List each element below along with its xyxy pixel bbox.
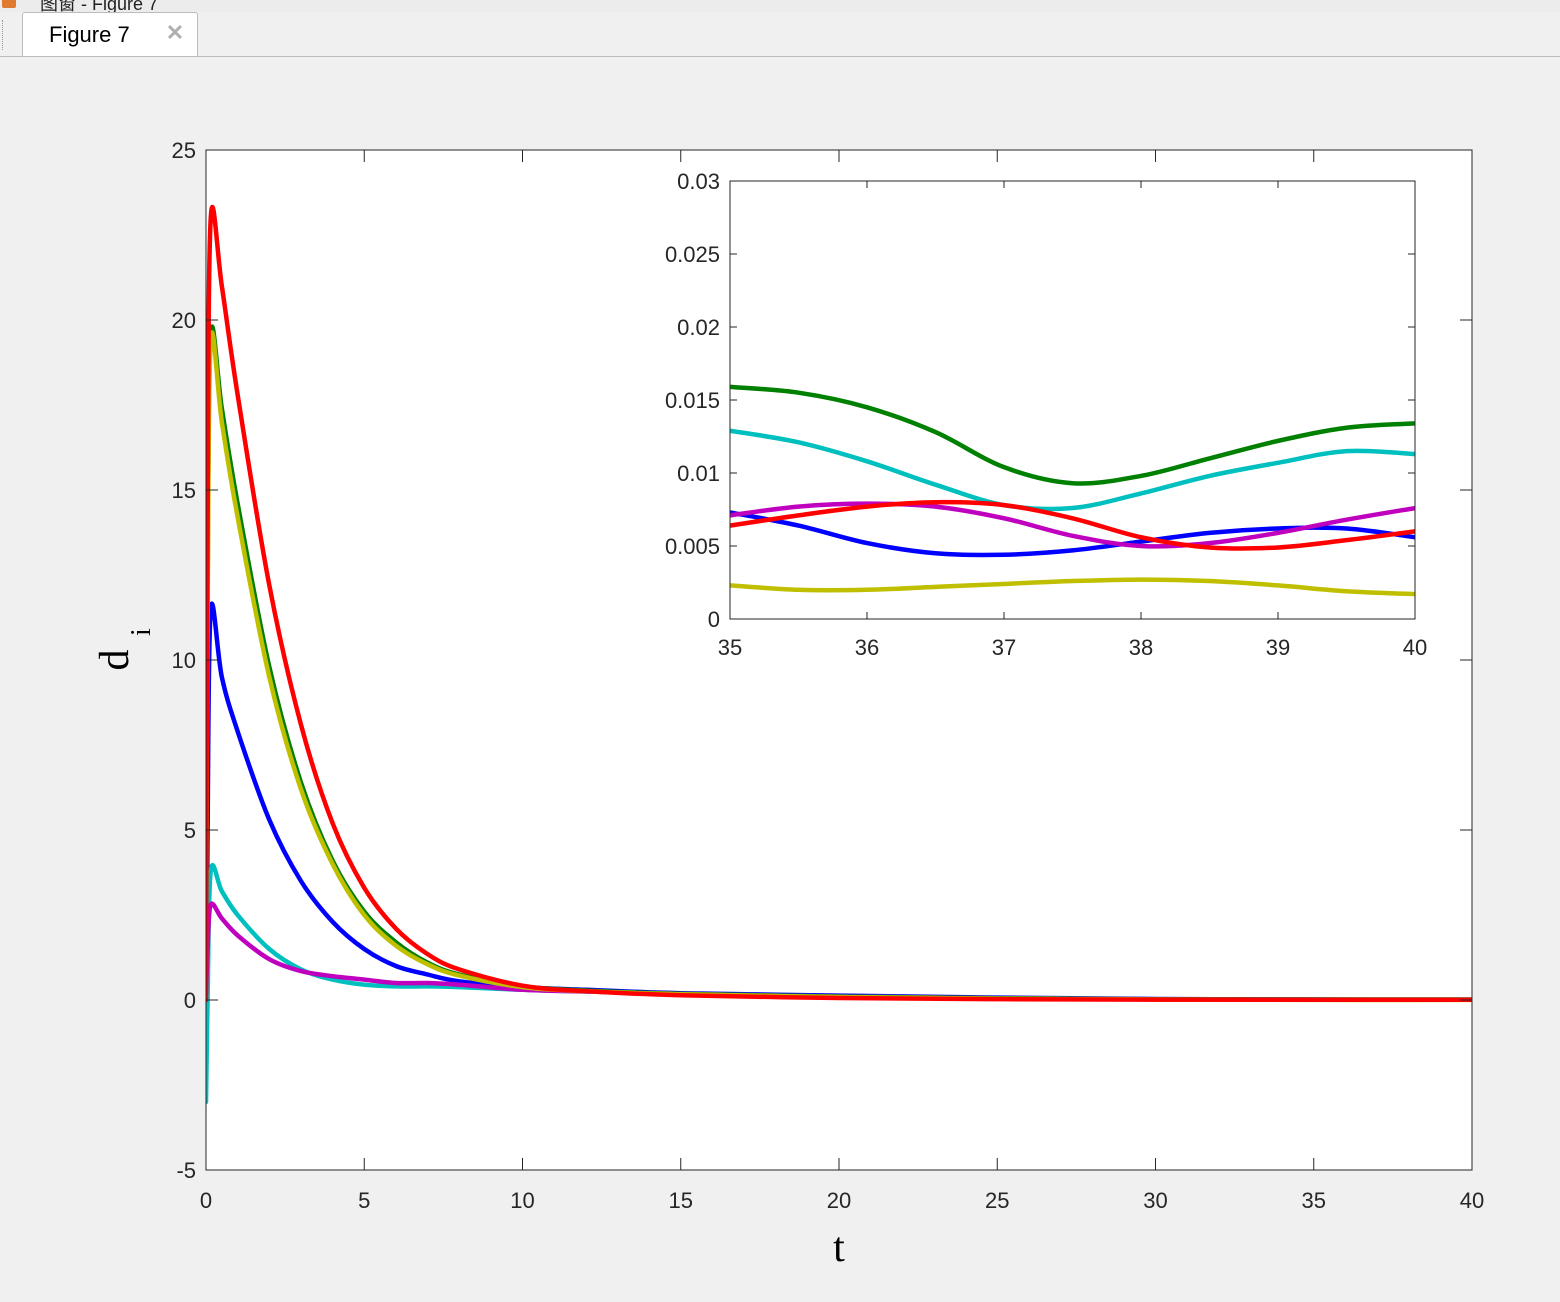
tab-figure-7[interactable]: Figure 7 ✕ [22,12,198,56]
y-tick-label: 20 [172,308,196,333]
figure-tabstrip: Figure 7 ✕ [0,12,1560,57]
close-icon[interactable]: ✕ [165,20,185,45]
x-tick-label: 36 [855,635,879,660]
y-axis-label: di [92,628,157,671]
x-axis-label: t [833,1225,845,1271]
series-group [730,384,1415,597]
y-tick-label: 0.02 [677,315,720,340]
x-tick-label: 0 [200,1188,212,1213]
x-tick-label: 5 [358,1188,370,1213]
y-tick-label: 0.025 [665,242,720,267]
y-tick-label: 0.01 [677,461,720,486]
series-line-3 [730,501,1415,549]
x-tick-label: 15 [669,1188,693,1213]
x-tick-label: 39 [1266,635,1290,660]
x-tick-label: 40 [1460,1188,1484,1213]
y-tick-label: 5 [184,818,196,843]
window-titlebar: 图窗 - Figure 7 [0,0,1560,12]
y-tick-label: 0.005 [665,534,720,559]
y-tick-label: 0 [184,988,196,1013]
x-tick-label: 37 [992,635,1016,660]
y-tick-label: 25 [172,138,196,163]
tab-drag-handle[interactable] [0,20,3,50]
tab-label: Figure 7 [49,22,130,47]
series-line-6 [206,205,1472,1003]
y-tick-label: 10 [172,648,196,673]
inset-axes: 35 36 37 38 39 40 0 0.005 0.01 0.015 0.02 0.025 0.03 [665,169,1427,660]
y-tick-label: -5 [176,1158,196,1183]
y-axis-label-main: d [92,650,138,671]
x-tick-label: 40 [1403,635,1427,660]
y-tick-label: 0 [708,607,720,632]
series-line-4 [730,384,1415,486]
series-line-6 [730,499,1415,551]
y-tick-label: 15 [172,478,196,503]
x-tick-label: 35 [1302,1188,1326,1213]
x-tick-label: 35 [718,635,742,660]
window-title: 图窗 - Figure 7 [40,0,159,12]
y-axis-label-subscript: i [126,628,157,636]
series-line-5 [730,577,1415,597]
x-tick-label: 10 [510,1188,534,1213]
y-tick-label: 0.015 [665,388,720,413]
x-tick-label: 25 [985,1188,1009,1213]
y-tick-label: 0.03 [677,169,720,194]
series-line-2 [730,428,1415,512]
x-tick-label: 38 [1129,635,1153,660]
series-group [206,205,1472,1105]
x-tick-label: 20 [827,1188,851,1213]
matlab-app-icon [2,0,16,8]
x-tick-label: 30 [1143,1188,1167,1213]
